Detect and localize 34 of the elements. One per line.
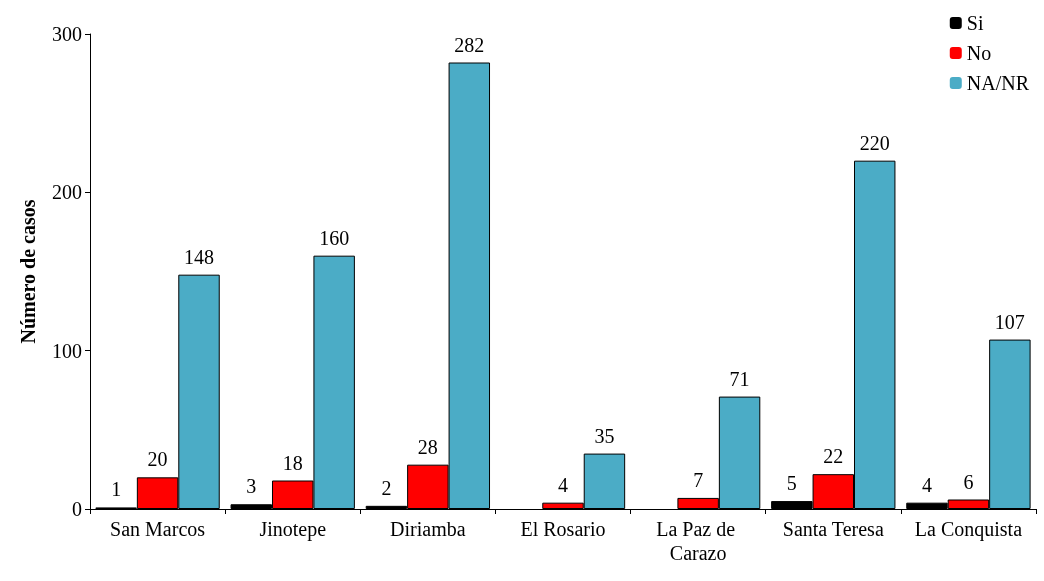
- x-tick-label: San Marcos: [110, 518, 206, 540]
- x-tick-label: Santa Teresa: [782, 518, 884, 540]
- data-label: 1: [111, 478, 122, 501]
- x-tick-label: La Conquista: [914, 518, 1023, 541]
- data-label: 71: [729, 367, 750, 390]
- data-label: 6: [963, 470, 974, 493]
- legend-label: Si: [966, 12, 984, 34]
- data-label: 35: [594, 424, 615, 447]
- legend-label: NA/NR: [966, 72, 1030, 94]
- data-label: 282: [454, 33, 485, 56]
- y-tick-label: 300: [52, 23, 82, 45]
- y-tick-label: 0: [72, 498, 82, 520]
- x-tick-label: El Rosario: [520, 518, 606, 540]
- data-label: 220: [859, 131, 890, 154]
- data-label: 7: [693, 468, 704, 491]
- data-label: 2: [381, 476, 392, 499]
- data-label: 148: [184, 245, 215, 268]
- data-label: 22: [823, 445, 844, 468]
- data-label: 3: [246, 475, 257, 498]
- data-label: 4: [558, 473, 568, 496]
- data-label: 160: [319, 226, 350, 249]
- data-label: 18: [282, 451, 303, 474]
- y-tick-label: 100: [52, 339, 82, 362]
- data-label: 20: [147, 448, 168, 471]
- legend-label: No: [966, 42, 992, 64]
- x-tick-label: Jinotepe: [259, 518, 327, 541]
- data-label: 28: [417, 435, 438, 458]
- x-tick-label: La Paz de Carazo: [656, 518, 741, 564]
- y-axis-title: Número de casos: [17, 199, 39, 344]
- x-tick-label: Diriamba: [390, 518, 466, 540]
- data-label: 5: [786, 472, 797, 495]
- data-label: 107: [994, 310, 1025, 333]
- data-label: 4: [921, 473, 932, 496]
- y-tick-label: 200: [52, 181, 82, 204]
